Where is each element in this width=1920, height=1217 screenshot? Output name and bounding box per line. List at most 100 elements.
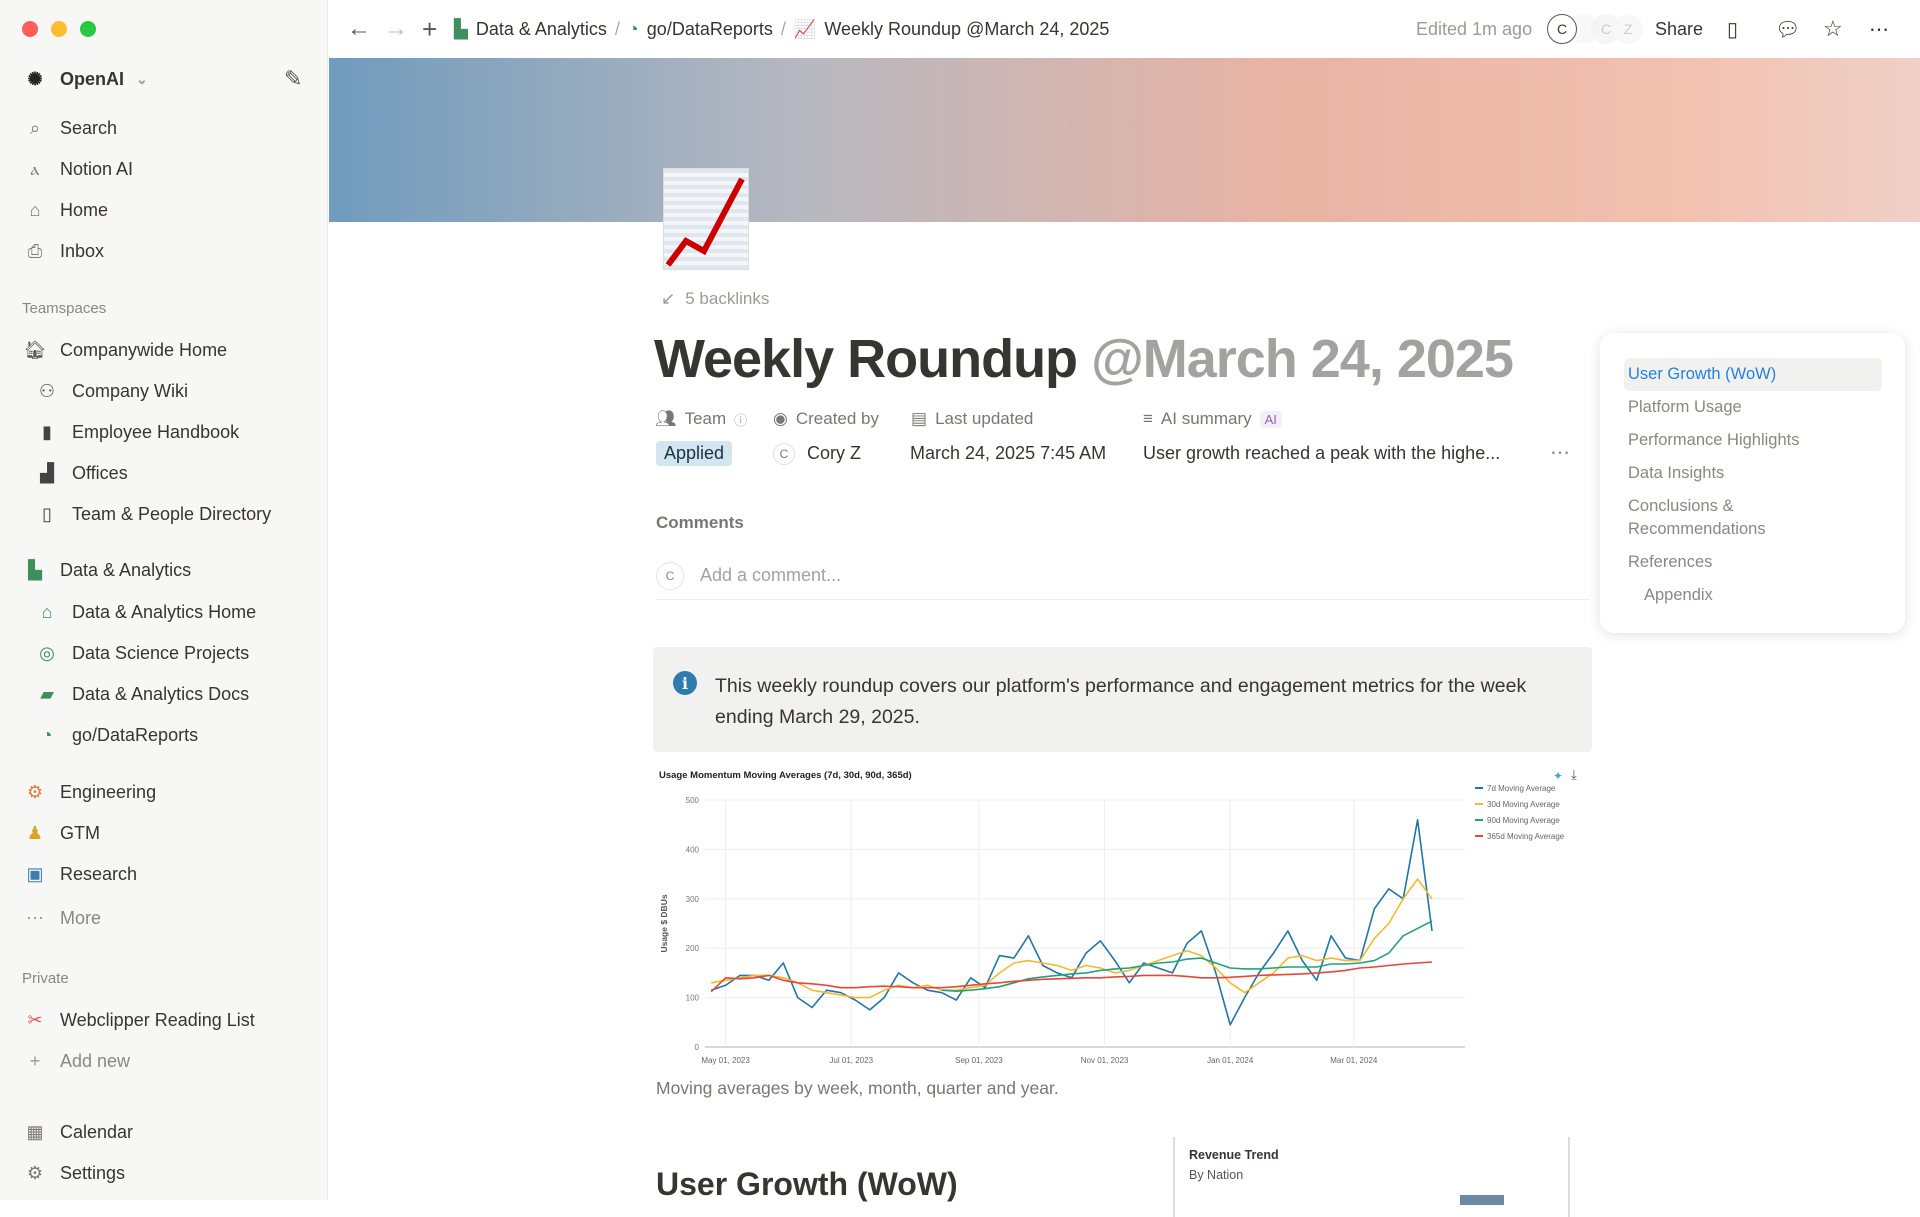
label: Team bbox=[684, 409, 727, 428]
toc-item[interactable]: Data Insights bbox=[1628, 464, 1725, 482]
sidebar-item-company-wiki[interactable]: ⚇ Company Wiki bbox=[34, 375, 188, 407]
org-chart-icon: ⚇ bbox=[38, 380, 56, 401]
section-heading[interactable]: User Growth (WoW) bbox=[656, 1166, 958, 1202]
back-arrow-icon[interactable]: ← bbox=[347, 15, 371, 42]
page-title[interactable]: Weekly Roundup @March 24, 2025 bbox=[654, 328, 1514, 390]
sidebar-item-label: Notion AI bbox=[60, 158, 134, 179]
scissors-icon: ✂ bbox=[27, 1009, 43, 1030]
clipboard-icon: ▣ bbox=[26, 863, 44, 884]
sidebar-item-label: Companywide Home bbox=[60, 339, 228, 360]
sidebar-item-label: Offices bbox=[72, 462, 128, 483]
ai-summary-value[interactable]: User growth reached a peak with the high… bbox=[1143, 443, 1501, 463]
sidebar-item-data-analytics-docs[interactable]: ▰ Data & Analytics Docs bbox=[34, 678, 249, 710]
rocket-icon: ♟ bbox=[26, 822, 44, 843]
toc-item[interactable]: Appendix bbox=[1644, 586, 1713, 604]
page-cover[interactable] bbox=[329, 58, 1920, 222]
comment-input[interactable]: C Add a comment... bbox=[656, 552, 1590, 600]
backlinks-link[interactable]: ↙ 5 backlinks bbox=[661, 289, 769, 309]
created-by-value[interactable]: C Cory Z bbox=[773, 443, 861, 465]
sidebar-panel-icon[interactable]: ▯ bbox=[1727, 18, 1739, 41]
callout[interactable]: i This weekly roundup covers our platfor… bbox=[653, 647, 1592, 752]
info-icon: i bbox=[673, 671, 697, 695]
usage-chart: Usage Momentum Moving Averages (7d, 30d,… bbox=[659, 770, 1565, 1065]
revenue-trend-card[interactable]: Revenue Trend By Nation bbox=[1173, 1137, 1570, 1217]
toc-item[interactable]: References bbox=[1628, 553, 1713, 571]
toc-item[interactable]: User Growth (WoW) bbox=[1628, 365, 1777, 383]
new-page-icon[interactable]: ✎ bbox=[284, 66, 303, 91]
sidebar-item-engineering[interactable]: ⚙ Engineering bbox=[22, 776, 156, 808]
more-properties-icon[interactable]: ⋯ bbox=[1550, 442, 1570, 464]
comment-placeholder: Add a comment... bbox=[700, 565, 842, 585]
sidebar-item-research[interactable]: ▣ Research bbox=[22, 858, 137, 890]
workspace-switcher[interactable]: ✺ OpenAI ⌄ bbox=[22, 63, 147, 95]
team-tag[interactable]: Applied bbox=[656, 441, 733, 466]
breadcrumb-item[interactable]: ◔ go/DataReports bbox=[628, 19, 773, 40]
chart-title: Usage Momentum Moving Averages (7d, 30d,… bbox=[659, 770, 912, 781]
star-icon[interactable]: ☆ bbox=[1823, 16, 1843, 41]
book-icon: ▮ bbox=[42, 421, 52, 442]
sidebar-item-offices[interactable]: ▟ Offices bbox=[34, 457, 128, 489]
window-close-button[interactable] bbox=[22, 21, 38, 37]
toc-item[interactable]: Performance Highlights bbox=[1628, 431, 1800, 449]
gear-icon: ⚙ bbox=[26, 1162, 44, 1183]
openai-logo-icon: ✺ bbox=[27, 68, 43, 89]
toc-item[interactable]: Platform Usage bbox=[1628, 398, 1742, 416]
sidebar-item-data-analytics-home[interactable]: ⌂ Data & Analytics Home bbox=[34, 596, 257, 628]
sidebar-item-notion-ai[interactable]: ⲁ Notion AI bbox=[22, 153, 134, 185]
sidebar-item-team-people-directory[interactable]: ▯ Team & People Directory bbox=[34, 498, 271, 530]
callout-text: This weekly roundup covers our platform'… bbox=[715, 675, 1527, 728]
sidebar-item-data-analytics[interactable]: ▙ Data & Analytics bbox=[22, 554, 191, 586]
sidebar-item-home[interactable]: ⌂ Home bbox=[22, 194, 108, 226]
share-button[interactable]: Share bbox=[1655, 18, 1704, 39]
sidebar-item-search[interactable]: ⌕ Search bbox=[22, 112, 117, 144]
breadcrumb-item[interactable]: 📈 Weekly Roundup @March 24, 2025 bbox=[794, 19, 1110, 40]
top-bar: ← → + ▙ Data & Analytics / ◔ go/DataReports… bbox=[329, 0, 1920, 58]
property-created-by-label[interactable]: ◉ Created by bbox=[773, 409, 879, 429]
x-tick-label: Sep 01, 2023 bbox=[955, 1056, 1003, 1065]
sidebar-item-add-new[interactable]: + Add new bbox=[22, 1045, 130, 1077]
sidebar-item-data-science-projects[interactable]: ◎ Data Science Projects bbox=[34, 637, 249, 669]
comment-icon[interactable]: 💬︎ bbox=[1775, 18, 1801, 41]
property-last-updated-label[interactable]: ▤ Last updated bbox=[911, 409, 1033, 429]
sparkle-icon[interactable]: ✦ bbox=[1553, 769, 1564, 783]
chart-image[interactable]: Usage Momentum Moving Averages (7d, 30d,… bbox=[655, 765, 1590, 1070]
sidebar-item-settings[interactable]: ⚙ Settings bbox=[22, 1157, 125, 1189]
workspace-name: OpenAI bbox=[60, 68, 125, 89]
home-icon: 🏠︎ bbox=[23, 339, 47, 360]
plus-icon: + bbox=[29, 1050, 41, 1071]
property-ai-summary-label[interactable]: ≡ AI summary AI bbox=[1143, 409, 1282, 429]
bar-mark bbox=[1460, 1195, 1504, 1205]
plus-icon[interactable]: + bbox=[422, 13, 438, 44]
comments-label: Comments bbox=[656, 513, 744, 532]
legend-label: 90d Moving Average bbox=[1487, 816, 1560, 825]
breadcrumb-label: go/DataReports bbox=[646, 18, 773, 39]
gauge-icon: ◔ bbox=[627, 18, 639, 39]
avatar-stack[interactable]: C C Z bbox=[1547, 14, 1643, 44]
sidebar: ✺ OpenAI ⌄ ✎ Teamspaces Private ⌕ Search ⲁ… bbox=[0, 0, 328, 1200]
avatar: Z bbox=[1613, 14, 1643, 44]
sidebar-item-more[interactable]: ⋯ More bbox=[22, 902, 101, 934]
toc-item[interactable]: Conclusions & Recommendations bbox=[1628, 497, 1766, 538]
building-icon: ▟ bbox=[40, 462, 54, 483]
breadcrumb-item[interactable]: ▙ Data & Analytics bbox=[454, 19, 607, 40]
window-minimize-button[interactable] bbox=[51, 21, 67, 37]
window-maximize-button[interactable] bbox=[80, 21, 96, 37]
download-icon[interactable]: ⤓ bbox=[1571, 767, 1577, 782]
avatar: C bbox=[1547, 14, 1577, 44]
sidebar-item-label: Data Science Projects bbox=[72, 642, 250, 663]
sidebar-item-webclipper-reading-list[interactable]: ✂ Webclipper Reading List bbox=[22, 1004, 254, 1036]
sidebar-item-go-datareports[interactable]: ◔ go/DataReports bbox=[34, 719, 199, 751]
property-team-label[interactable]: 👥︎ Team ⓘ bbox=[655, 409, 747, 429]
avatar: C bbox=[773, 443, 795, 465]
sidebar-item-companywide-home[interactable]: 🏠︎ Companywide Home bbox=[22, 334, 228, 366]
y-tick-label: 300 bbox=[686, 895, 700, 904]
sidebar-item-gtm[interactable]: ♟ GTM bbox=[22, 817, 100, 849]
date-mention[interactable]: @March 24, 2025 bbox=[1091, 329, 1514, 389]
sidebar-item-inbox[interactable]: ⎙ Inbox bbox=[22, 235, 104, 267]
card-subtitle: By Nation bbox=[1189, 1168, 1244, 1182]
forward-arrow-icon[interactable]: → bbox=[384, 15, 408, 42]
sidebar-item-employee-handbook[interactable]: ▮ Employee Handbook bbox=[34, 416, 239, 448]
sidebar-item-calendar[interactable]: ▦ Calendar bbox=[22, 1116, 133, 1148]
more-icon[interactable]: ⋯ bbox=[1869, 18, 1889, 41]
page-icon[interactable] bbox=[663, 168, 749, 270]
